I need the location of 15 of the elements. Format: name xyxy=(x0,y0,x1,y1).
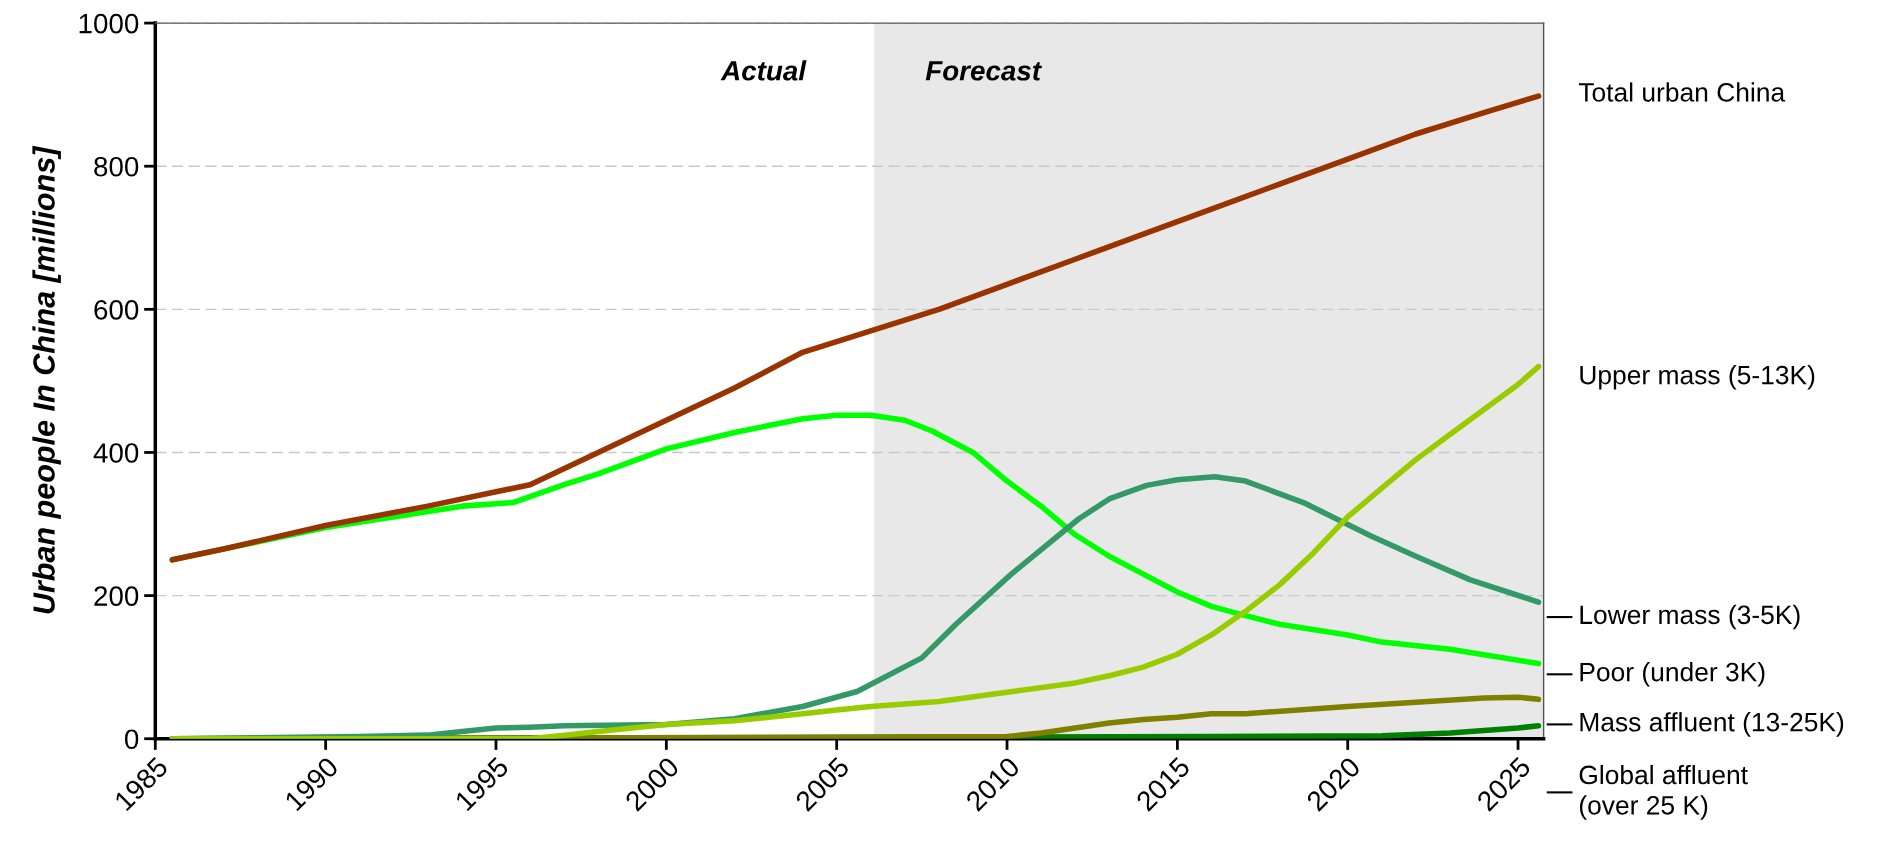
y-tick-label: 0 xyxy=(124,729,139,750)
series-label: Mass affluent (13-25K) xyxy=(1580,712,1844,737)
y-tick-label: 200 xyxy=(94,586,139,606)
series-label: Poor (under 3K) xyxy=(1580,662,1765,687)
y-tick-label: 800 xyxy=(94,156,139,177)
y-tick-label: 600 xyxy=(94,300,139,320)
text: Global affluent (over 25 K) xyxy=(1579,764,1748,820)
y-axis-title: Urban people In China [millions] xyxy=(32,145,61,614)
y-tick-label: 400 xyxy=(93,443,139,463)
annotation: Forecast xyxy=(925,61,1042,81)
annotation: Actual xyxy=(720,60,807,81)
y-tick-label: 1000 xyxy=(79,13,139,34)
series-label: Total urban China xyxy=(1578,82,1786,102)
series-label: Lower mass (3-5K) xyxy=(1580,604,1800,630)
series-label: Upper mass (5-13K) xyxy=(1580,365,1815,390)
